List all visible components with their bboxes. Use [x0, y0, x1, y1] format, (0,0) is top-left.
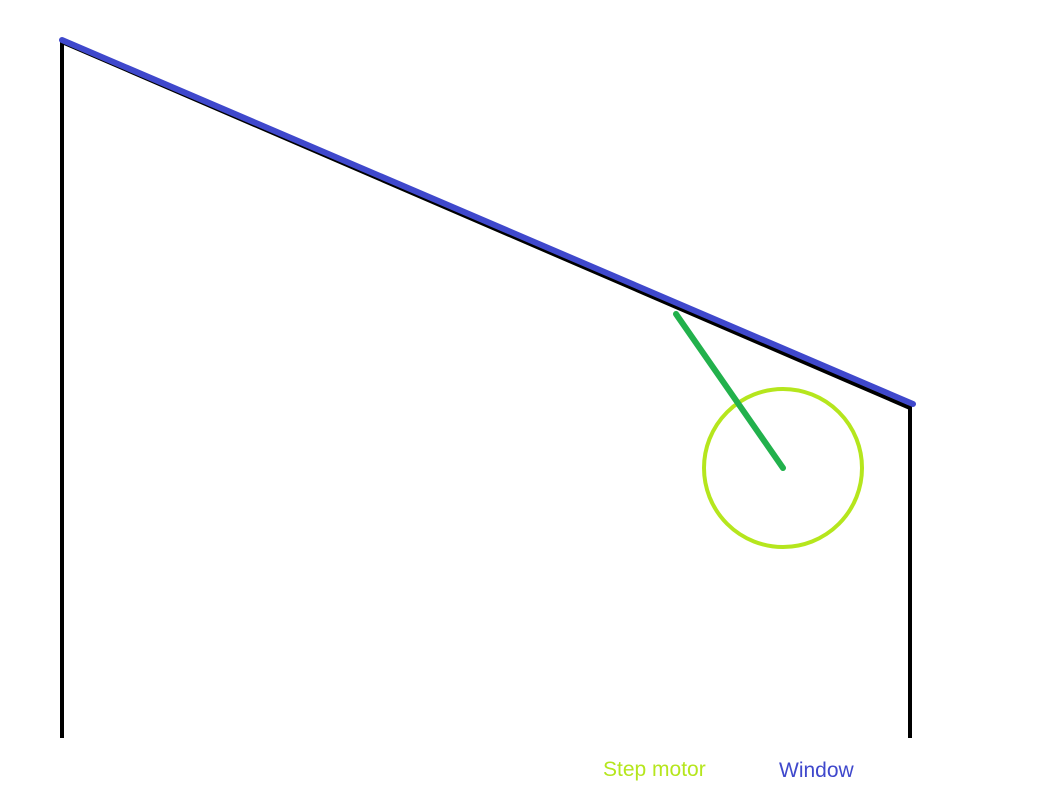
step-motor-circle — [702, 387, 864, 549]
legend-window: Window — [779, 759, 855, 782]
step-motor-arm — [673, 311, 786, 471]
window-pane — [59, 37, 916, 407]
legend-step-motor: Step motor — [603, 758, 706, 781]
